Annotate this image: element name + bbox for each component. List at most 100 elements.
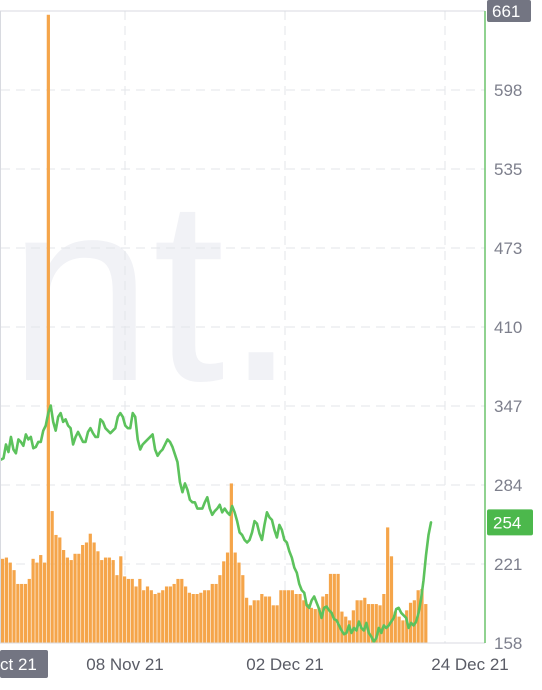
x-tick-label: 24 Dec 21 [431,655,509,674]
volume-bar [46,14,50,643]
y-tick-label: 347 [494,397,522,416]
volume-bar [27,578,31,643]
y-tick-label: 221 [494,555,522,574]
volume-bar [138,578,142,643]
volume-bar [328,573,333,643]
volume-bar [248,605,253,643]
volume-bar [279,590,283,643]
volume-bar [164,586,169,643]
volume-bar [16,583,20,643]
volume-bar [111,560,115,643]
volume-bar [65,557,70,643]
volume-bar [256,600,260,643]
volume-bar [4,557,9,643]
volume-bar [264,596,268,643]
volume-bar [107,557,111,643]
volume-bar [35,562,39,643]
volume-bar [20,583,24,643]
volume-bar [153,594,157,643]
x-tick-label: 02 Dec 21 [246,655,324,674]
y-tick-label: 598 [494,81,522,100]
volume-bars [1,14,428,643]
volume-bar [203,590,207,643]
volume-bar [306,604,310,643]
volume-bar [69,560,73,643]
volume-bar [378,605,382,643]
volume-bar [340,611,344,643]
volume-bar [420,588,424,643]
volume-bar [271,605,275,643]
price-line-group [0,404,433,644]
volume-bar [309,607,314,643]
volume-bar [126,578,131,643]
volume-bar [176,578,180,643]
y-axis-ticks: 598 535 473 410 347 284 221 158 [494,81,522,653]
volume-bar [267,596,272,643]
volume-bar [286,590,291,643]
volume-bar [103,557,108,643]
volume-bar [191,594,195,643]
volume-bar [134,586,138,643]
volume-bar [370,604,375,643]
y-tick-label: 284 [494,476,522,495]
volume-bar [88,533,92,643]
current-value-badge-text: 254 [493,513,521,532]
volume-bar [321,596,325,643]
volume-bar [195,594,199,643]
volume-bar [245,597,249,643]
volume-bar [77,553,81,643]
volume-bar [168,586,172,643]
volume-bar [123,576,127,643]
volume-bar [180,578,184,643]
volume-bar [54,534,58,643]
volume-bar [374,604,378,643]
volume-bar [393,611,397,643]
volume-bar [39,555,43,643]
volume-bar [157,592,161,643]
volume-bar [8,562,12,643]
volume-bar [275,605,279,643]
volume-bar [50,511,54,643]
volume-bar [397,616,401,643]
volume-bar [142,590,146,643]
volume-bar [351,610,355,643]
y-tick-label: 473 [494,239,522,258]
badges: 661 254 [487,0,533,536]
y-tick-label: 535 [494,160,522,179]
volume-bar [237,562,241,643]
volume-bar [336,573,340,643]
volume-bar [149,590,153,643]
volume-bar [298,594,302,643]
volume-bar [31,558,35,643]
volume-bar [317,607,321,643]
volume-bar [355,600,359,643]
volume-bar [96,551,100,643]
volume-bar [405,610,409,643]
volume-bar [332,573,336,643]
volume-bar [283,590,287,643]
x-axis-ticks: ct 21 08 Nov 21 02 Dec 21 24 Dec 21 [0,650,509,678]
volume-bar [424,604,428,643]
x-tick-label: 08 Nov 21 [86,655,164,674]
volume-bar [115,575,119,643]
price-line [0,404,433,644]
y-tick-label: 410 [494,318,522,337]
volume-bar [92,542,96,643]
axes [0,10,486,644]
y-tick-label: 158 [494,634,522,653]
volume-bar [412,600,416,643]
volume-bar [290,590,294,643]
volume-bar [210,583,214,643]
volume-bar [100,560,104,643]
current-value-badge [487,509,533,536]
volume-bar [184,586,188,643]
volume-bar [214,583,218,643]
x-tick-highlight-badge [0,650,48,678]
volume-bar [145,586,150,643]
volume-bar [199,592,203,643]
volume-bar [344,616,348,643]
volume-bar [187,592,192,643]
watermark: nt. [8,146,297,436]
volume-bar [260,594,264,643]
